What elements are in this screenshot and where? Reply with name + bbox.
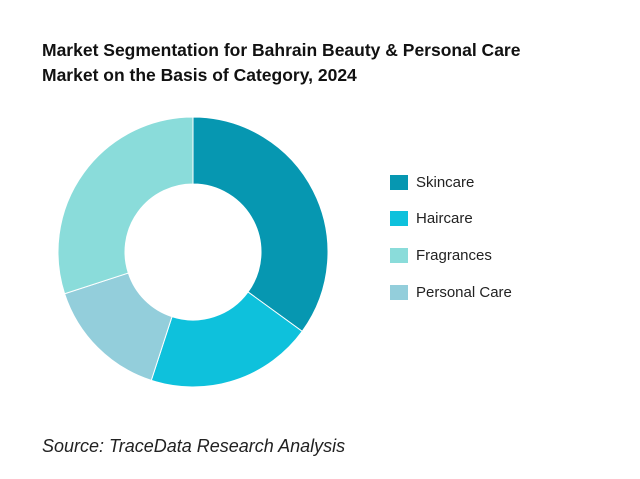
chart-title-line-2: Market on the Basis of Category, 2024: [42, 65, 357, 85]
legend-label-fragrances: Fragrances: [416, 246, 492, 264]
chart-title: Market Segmentation for Bahrain Beauty &…: [42, 38, 602, 88]
legend-swatch-haircare: [390, 211, 408, 227]
legend-item-haircare: Haircare: [390, 210, 512, 228]
chart-legend: Skincare Haircare Fragrances Personal Ca…: [390, 173, 512, 320]
legend-label-personal-care: Personal Care: [416, 283, 512, 301]
chart-title-line-1: Market Segmentation for Bahrain Beauty &…: [42, 40, 521, 60]
legend-item-personal-care: Personal Care: [390, 283, 512, 301]
donut-slice-fragrances: [57, 116, 194, 295]
legend-swatch-personal-care: [390, 284, 408, 300]
legend-swatch-fragrances: [390, 247, 408, 263]
source-note: Source: TraceData Research Analysis: [42, 436, 346, 456]
legend-label-skincare: Skincare: [416, 173, 475, 191]
donut-slice-personal-care: [63, 272, 173, 382]
legend-item-skincare: Skincare: [390, 173, 512, 191]
donut-slice-haircare: [150, 291, 303, 388]
legend-label-haircare: Haircare: [416, 210, 473, 228]
legend-swatch-skincare: [390, 174, 408, 190]
donut-slice-skincare: [192, 116, 329, 333]
legend-item-fragrances: Fragrances: [390, 246, 512, 264]
